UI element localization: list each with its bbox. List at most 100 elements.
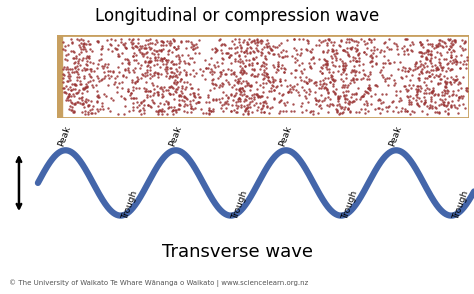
Point [399,68,406,73]
Point [427,52,435,56]
Point [281,102,289,107]
Point [186,91,193,96]
Point [379,92,386,97]
Point [135,86,143,91]
Point [80,66,87,71]
Point [285,89,292,94]
Point [445,36,452,41]
Point [98,64,106,69]
Point [134,77,141,81]
Point [247,84,255,89]
Point [444,60,452,65]
Point [432,73,439,78]
Point [418,108,426,113]
Point [77,79,84,83]
Point [151,57,159,62]
Point [220,42,228,46]
Point [61,47,68,52]
Point [381,40,388,45]
Point [319,49,327,54]
Point [428,42,436,46]
Point [82,84,90,89]
Point [122,74,129,79]
Point [446,46,453,51]
Point [100,76,108,80]
Point [89,103,97,108]
Point [170,97,178,102]
Point [159,93,167,98]
Point [76,45,83,50]
Point [67,88,75,93]
Point [444,65,452,70]
Point [62,67,69,71]
Point [106,42,114,47]
Point [259,39,266,43]
Point [189,97,196,102]
Point [72,55,80,60]
Point [415,50,422,55]
Point [318,106,325,111]
Point [129,88,137,92]
Point [447,55,455,60]
Point [84,104,92,108]
Point [265,89,273,93]
Point [271,52,278,56]
Point [349,69,357,74]
Point [182,70,190,75]
Point [177,40,185,44]
Point [414,64,422,69]
Point [269,43,276,48]
Point [162,65,170,69]
Point [301,93,309,98]
Point [147,104,155,109]
Point [407,86,415,91]
Point [406,112,414,116]
Point [69,92,77,97]
Text: Trough: Trough [231,190,250,221]
Point [428,88,436,93]
Point [407,102,415,107]
Point [335,97,342,101]
Point [406,43,414,48]
Point [77,49,85,54]
Point [349,76,356,81]
Point [443,49,451,54]
Point [134,105,141,109]
Point [246,100,253,104]
Point [419,71,426,76]
Point [309,54,317,59]
Point [97,78,105,82]
Point [271,65,278,69]
Point [128,80,136,84]
Point [356,70,363,74]
Point [170,62,178,66]
Point [283,109,290,113]
Text: Trough: Trough [341,190,360,221]
Point [118,61,126,65]
Point [84,39,92,43]
Point [433,50,440,54]
Point [339,67,346,72]
Point [376,70,384,75]
Point [333,107,340,112]
Point [178,98,186,103]
Point [385,104,393,109]
Point [160,84,168,89]
Point [441,99,448,104]
Point [389,98,396,103]
Point [463,65,470,70]
Point [374,47,381,51]
Point [201,77,209,82]
Point [164,106,172,110]
Point [242,79,249,84]
Point [287,90,294,94]
Point [405,98,412,102]
Point [308,46,315,51]
Point [59,76,67,81]
Point [368,56,376,61]
Point [264,50,272,54]
Point [327,73,335,78]
Point [201,58,209,63]
Point [72,69,80,73]
Point [95,38,102,43]
